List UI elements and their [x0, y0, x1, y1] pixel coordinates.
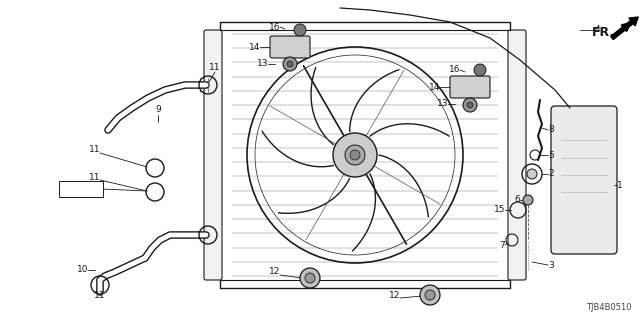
FancyBboxPatch shape — [450, 76, 490, 98]
FancyBboxPatch shape — [270, 36, 310, 58]
Text: 13: 13 — [257, 60, 268, 68]
Circle shape — [420, 285, 440, 305]
FancyArrow shape — [611, 17, 638, 40]
Text: 14: 14 — [429, 83, 440, 92]
Text: 13: 13 — [436, 100, 448, 108]
Circle shape — [523, 195, 533, 205]
Text: 10: 10 — [77, 266, 88, 275]
Text: 3: 3 — [548, 260, 554, 269]
Text: 12: 12 — [269, 268, 280, 276]
Text: FR.: FR. — [592, 26, 615, 39]
Text: 11: 11 — [88, 146, 100, 155]
Text: 4: 4 — [595, 26, 600, 35]
Text: 11: 11 — [94, 291, 106, 300]
Circle shape — [294, 24, 306, 36]
Text: 16: 16 — [449, 66, 460, 75]
Circle shape — [350, 150, 360, 160]
Circle shape — [467, 102, 473, 108]
Text: 15: 15 — [493, 205, 505, 214]
Text: 11: 11 — [209, 63, 221, 73]
Circle shape — [463, 98, 477, 112]
Circle shape — [474, 64, 486, 76]
Text: 7: 7 — [499, 241, 505, 250]
Text: 5: 5 — [548, 150, 554, 159]
Circle shape — [305, 273, 315, 283]
Circle shape — [283, 57, 297, 71]
Text: 9: 9 — [155, 106, 161, 115]
Text: TJB4B0510: TJB4B0510 — [586, 303, 632, 312]
Circle shape — [300, 268, 320, 288]
Text: 1: 1 — [617, 180, 623, 189]
Text: 16: 16 — [269, 22, 280, 31]
Text: 11: 11 — [88, 173, 100, 182]
Circle shape — [287, 61, 293, 67]
Circle shape — [527, 169, 537, 179]
Text: 2: 2 — [548, 170, 554, 179]
Circle shape — [345, 145, 365, 165]
Text: 12: 12 — [388, 292, 400, 300]
Text: E-15: E-15 — [70, 185, 92, 194]
Circle shape — [425, 290, 435, 300]
Text: 8: 8 — [548, 125, 554, 134]
FancyBboxPatch shape — [508, 30, 526, 280]
FancyBboxPatch shape — [204, 30, 222, 280]
FancyBboxPatch shape — [551, 106, 617, 254]
Text: 6: 6 — [515, 196, 520, 204]
FancyBboxPatch shape — [59, 181, 103, 197]
Text: 14: 14 — [248, 43, 260, 52]
Circle shape — [333, 133, 377, 177]
